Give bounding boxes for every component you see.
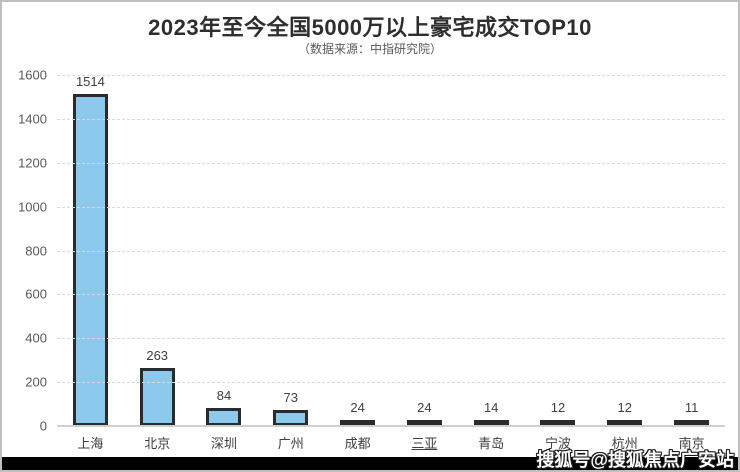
y-tick-label: 200 xyxy=(25,374,47,390)
bar xyxy=(340,420,376,426)
x-category-label: 宁波 xyxy=(544,436,571,451)
bar xyxy=(139,368,175,426)
grid-line xyxy=(57,338,725,340)
bar-value-label: 84 xyxy=(216,387,232,403)
bottom-strip xyxy=(2,457,738,470)
x-category-label: 深圳 xyxy=(210,436,237,451)
y-tick-label: 0 xyxy=(39,418,47,434)
category-axis-labels: 上海 北京 深圳 广州 成都 三亚 青岛 宁波 杭州 南京 xyxy=(57,433,725,452)
bar xyxy=(473,420,509,426)
y-tick-label: 1400 xyxy=(18,111,47,127)
bar-group: 84 xyxy=(191,75,258,426)
bar-group: 73 xyxy=(257,75,324,426)
bar-value-label: 12 xyxy=(617,399,632,415)
x-axis-line xyxy=(57,425,725,427)
y-tick-label: 600 xyxy=(25,286,47,302)
bar-value-label: 14 xyxy=(483,399,499,415)
x-category-label: 广州 xyxy=(277,436,304,451)
x-category-label: 青岛 xyxy=(478,436,505,451)
bar-group: 14 xyxy=(458,75,525,426)
x-category-label: 北京 xyxy=(144,436,171,451)
bar xyxy=(540,420,576,426)
grid-line xyxy=(57,75,725,76)
bar-value-label: 73 xyxy=(283,389,299,405)
bar-value-label: 24 xyxy=(417,399,432,415)
y-tick-label: 800 xyxy=(25,243,47,258)
bar xyxy=(406,420,442,426)
grid-line xyxy=(57,294,725,296)
y-tick-label: 400 xyxy=(25,330,47,346)
x-category-label: 杭州 xyxy=(611,436,638,451)
bar xyxy=(607,420,643,426)
bar-group: 24 xyxy=(324,75,391,426)
bar xyxy=(273,410,309,426)
grid-line xyxy=(57,382,725,384)
bar-value-label: 263 xyxy=(146,347,169,363)
grid-line xyxy=(57,206,725,208)
bar-group: 12 xyxy=(525,75,592,426)
chart-subtitle: （数据来源：中指研究院） xyxy=(297,42,442,56)
y-tick-label: 1000 xyxy=(18,199,47,215)
bars-row: 1514 263 84 73 24 24 14 12 12 11 xyxy=(57,74,725,426)
bar-value-label: 12 xyxy=(550,399,566,415)
bar-value-label: 11 xyxy=(684,399,699,415)
x-category-label: 成都 xyxy=(344,436,371,451)
bar-group: 1514 xyxy=(57,74,124,426)
x-category-label: 上海 xyxy=(77,436,104,451)
bar xyxy=(206,408,242,426)
bar-group: 12 xyxy=(591,75,658,426)
bar-group: 24 xyxy=(391,75,458,426)
bar-group: 11 xyxy=(658,75,725,426)
bar-value-label: 1514 xyxy=(75,74,105,89)
x-category-label: 南京 xyxy=(678,436,705,451)
grid-line xyxy=(57,118,725,120)
grid-line xyxy=(57,162,725,164)
y-tick-label: 1200 xyxy=(18,155,47,171)
bar-group: 263 xyxy=(124,75,191,426)
y-tick-label: 1600 xyxy=(18,67,47,83)
y-axis: 0 200 400 600 800 1000 1200 1400 1600 xyxy=(2,2,47,470)
watermark-text: 搜狐号@搜狐焦点广安站 xyxy=(536,450,734,470)
grid-line xyxy=(57,250,725,252)
bar-value-label: 24 xyxy=(350,399,365,415)
bar xyxy=(72,94,108,426)
x-category-label: 三亚 xyxy=(411,436,438,451)
bar xyxy=(674,420,710,426)
chart-title: 2023年至今全国5000万以上豪宅成交TOP10 xyxy=(148,15,592,40)
plot-area: 1514 263 84 73 24 24 14 12 12 11 xyxy=(57,74,725,427)
